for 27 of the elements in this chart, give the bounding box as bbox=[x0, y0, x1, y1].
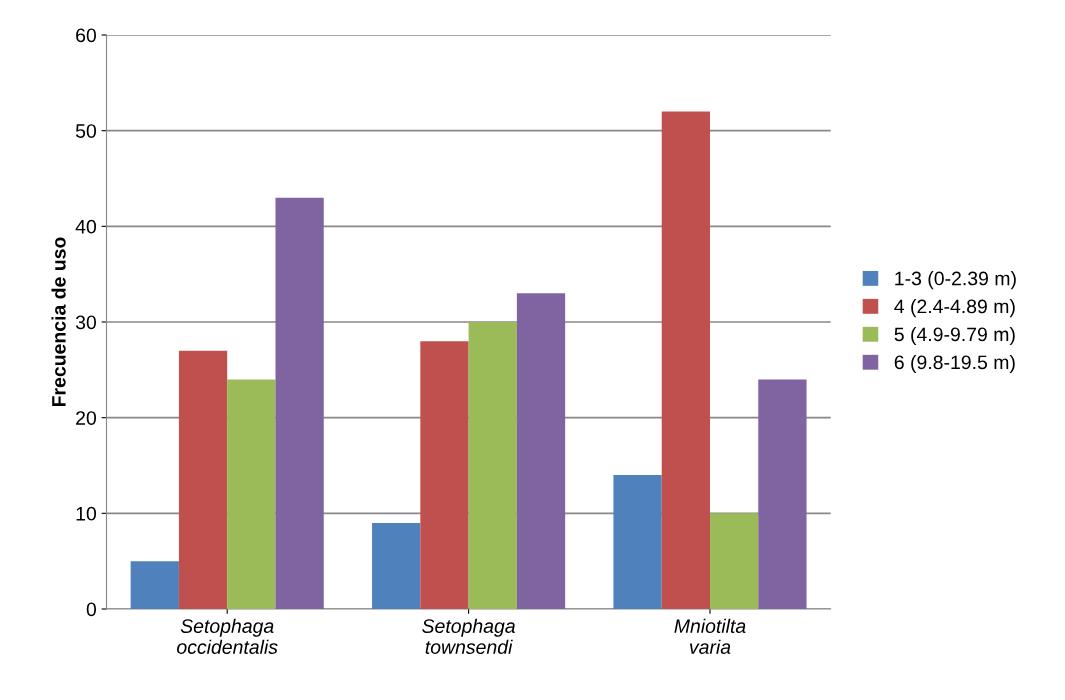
y-tick-label: 20 bbox=[76, 411, 97, 425]
bar bbox=[468, 322, 517, 609]
bar bbox=[661, 111, 710, 609]
bar bbox=[613, 475, 662, 609]
y-tick-label: 50 bbox=[75, 124, 97, 138]
bar bbox=[130, 561, 179, 609]
y-tick-label: 60 bbox=[76, 28, 97, 43]
legend-label: 5 (4.9-9.79 m) bbox=[894, 326, 1015, 346]
bar bbox=[372, 522, 421, 609]
bar bbox=[275, 197, 324, 609]
y-axis-title: Frecuencia de uso bbox=[51, 237, 66, 407]
bar bbox=[178, 350, 228, 609]
bar bbox=[516, 293, 566, 609]
y-tick-label: 10 bbox=[76, 506, 97, 521]
y-tick-label: 40 bbox=[75, 219, 97, 234]
bar bbox=[758, 379, 807, 609]
x-tick-label: Mniotilta varia bbox=[674, 618, 746, 654]
bar bbox=[227, 379, 276, 609]
x-tick-label: Setophaga townsendi bbox=[422, 618, 515, 654]
y-tick-label: 30 bbox=[75, 315, 97, 330]
legend-label: 1-3 (0-2.39 m) bbox=[895, 271, 1016, 290]
x-tick-label: Setophaga occidentalis bbox=[177, 618, 278, 654]
y-tick-label: 0 bbox=[86, 602, 97, 617]
bar bbox=[710, 513, 759, 609]
legend-label: 4 (2.4-4.89 m) bbox=[894, 299, 1015, 318]
legend-label: 6 (9.8-19.5 m) bbox=[894, 354, 1015, 374]
bar bbox=[420, 341, 469, 609]
